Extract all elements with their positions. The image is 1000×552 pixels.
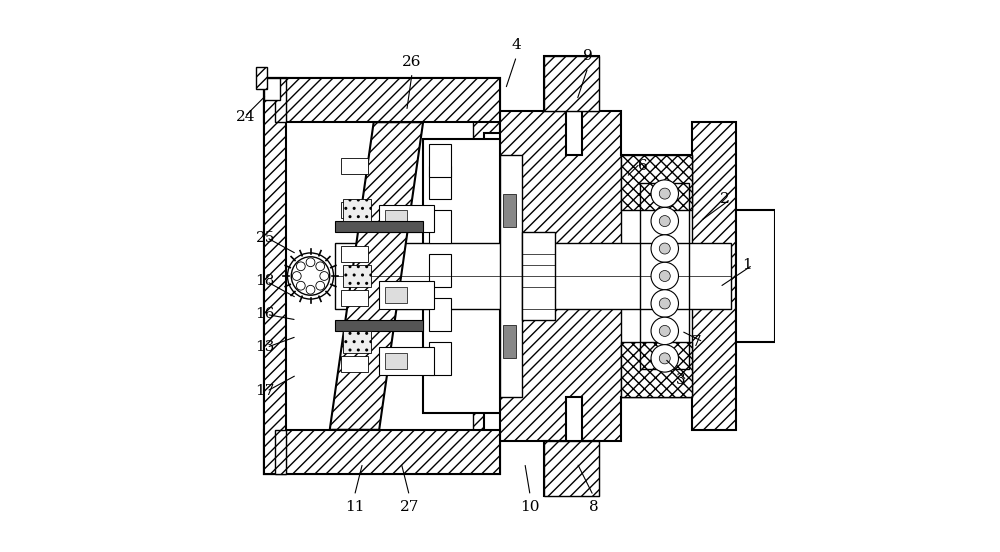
Bar [429, 254, 451, 287]
Bar [343, 265, 371, 287]
Bar [264, 78, 280, 100]
Polygon shape [500, 112, 736, 440]
Bar [621, 155, 692, 210]
Text: 17: 17 [256, 384, 275, 399]
Text: 6: 6 [638, 159, 648, 173]
Bar [503, 326, 516, 358]
Polygon shape [335, 320, 423, 331]
Bar [343, 199, 371, 221]
Bar [621, 342, 692, 397]
Text: 3: 3 [676, 373, 685, 388]
Bar [379, 282, 434, 309]
Text: 7: 7 [692, 335, 702, 349]
Bar [640, 183, 689, 369]
Bar [544, 56, 599, 112]
Text: 16: 16 [256, 307, 275, 321]
Circle shape [659, 298, 670, 309]
Bar [379, 347, 434, 375]
Text: 9: 9 [583, 49, 593, 63]
Bar [423, 139, 500, 413]
Bar [379, 205, 434, 232]
Bar [264, 430, 500, 474]
Bar [385, 353, 407, 369]
Bar [544, 440, 599, 496]
Circle shape [659, 243, 670, 254]
Bar [385, 287, 407, 304]
Text: 18: 18 [256, 274, 275, 289]
Polygon shape [341, 158, 368, 174]
Circle shape [651, 262, 678, 290]
Polygon shape [341, 290, 368, 306]
Circle shape [659, 216, 670, 226]
Text: 24: 24 [236, 110, 256, 124]
Circle shape [659, 270, 670, 282]
Bar [275, 100, 473, 452]
Polygon shape [264, 78, 500, 474]
Circle shape [651, 290, 678, 317]
Circle shape [306, 285, 315, 294]
Circle shape [659, 188, 670, 199]
Circle shape [296, 282, 305, 290]
Polygon shape [335, 221, 423, 232]
Text: 8: 8 [589, 500, 598, 514]
Bar [522, 232, 555, 320]
Bar [343, 331, 371, 353]
Circle shape [651, 344, 678, 372]
Bar [275, 430, 286, 474]
Text: 10: 10 [520, 500, 540, 514]
Bar [275, 78, 286, 122]
Circle shape [651, 208, 678, 235]
Bar [256, 67, 267, 89]
Bar [429, 342, 451, 375]
Bar [335, 243, 731, 309]
Circle shape [320, 272, 329, 280]
Polygon shape [341, 202, 368, 219]
Circle shape [306, 258, 315, 267]
Circle shape [659, 326, 670, 336]
Circle shape [659, 353, 670, 364]
Circle shape [651, 180, 678, 208]
Bar [500, 155, 522, 397]
Bar [429, 210, 451, 243]
Bar [503, 194, 516, 226]
Text: 13: 13 [256, 341, 275, 354]
Circle shape [292, 272, 301, 280]
Text: 2: 2 [720, 192, 729, 206]
Bar [385, 210, 407, 226]
Text: 27: 27 [400, 500, 419, 514]
Bar [429, 298, 451, 331]
Circle shape [651, 235, 678, 262]
Circle shape [316, 282, 325, 290]
Polygon shape [341, 355, 368, 372]
Circle shape [651, 317, 678, 344]
Polygon shape [341, 246, 368, 262]
Circle shape [296, 262, 305, 270]
Text: 11: 11 [345, 500, 364, 514]
Bar [621, 155, 692, 397]
Bar [544, 56, 599, 112]
Bar [429, 166, 451, 199]
Bar [264, 78, 500, 122]
Bar [544, 440, 599, 496]
Bar [264, 78, 286, 474]
Polygon shape [330, 122, 423, 430]
Circle shape [316, 262, 325, 270]
Text: 1: 1 [742, 258, 751, 272]
Text: 25: 25 [256, 231, 275, 245]
Bar [429, 144, 451, 177]
Bar [736, 210, 775, 342]
Text: 4: 4 [512, 38, 521, 52]
Text: 26: 26 [402, 55, 422, 69]
